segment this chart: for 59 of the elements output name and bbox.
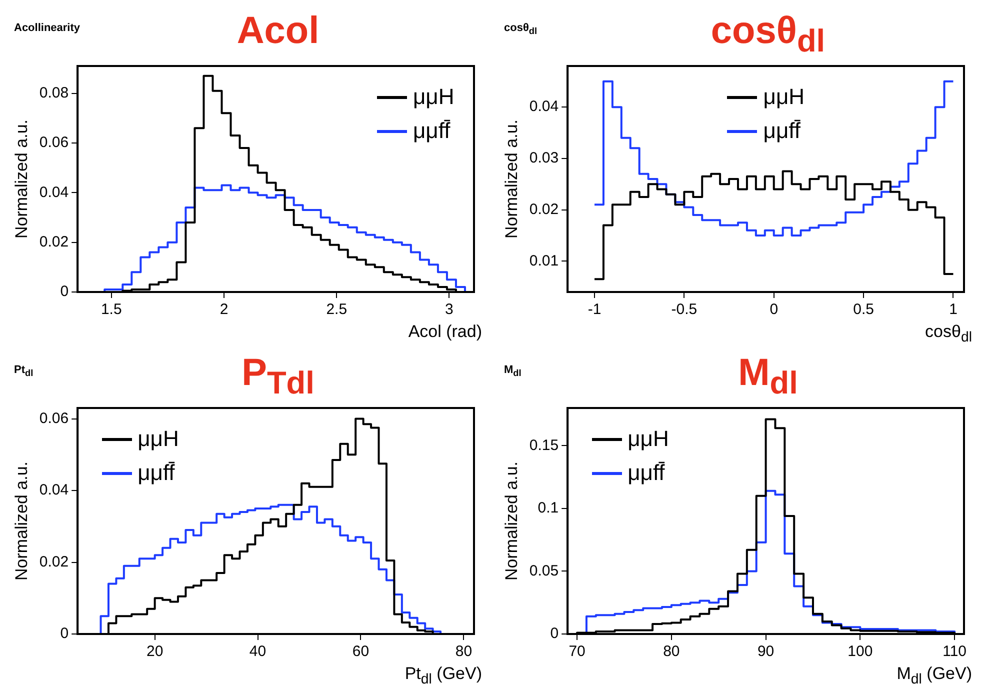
y-tick-label: 0 bbox=[550, 625, 559, 642]
y-tick-label: 0.04 bbox=[39, 482, 69, 499]
x-tick-label: 40 bbox=[249, 643, 266, 660]
y-tick-label: 0.06 bbox=[39, 410, 69, 427]
y-axis-title: Normalized a.u. bbox=[502, 119, 521, 239]
x-tick-label: 1.5 bbox=[100, 301, 122, 318]
x-tick-label: 80 bbox=[663, 643, 680, 660]
x-tick-label: 0.5 bbox=[853, 301, 874, 318]
x-tick-label: 90 bbox=[757, 643, 774, 660]
x-tick-label: 20 bbox=[146, 643, 164, 660]
chart-subtitle: cosθ$_{dl}$ bbox=[504, 22, 538, 36]
legend-label: μμH bbox=[138, 425, 179, 453]
chart-subtitle: Acollinearity bbox=[14, 22, 80, 34]
legend-label: μμff̄ bbox=[413, 117, 450, 145]
y-tick-label: 0.04 bbox=[529, 98, 559, 116]
chart-subtitle: M$_{dl}$ bbox=[504, 364, 522, 378]
legend-label: μμH bbox=[628, 425, 669, 453]
x-tick-label: -0.5 bbox=[671, 301, 698, 318]
y-tick-label: 0.15 bbox=[529, 436, 559, 454]
x-tick-label: 60 bbox=[352, 643, 370, 660]
x-tick-label: 1 bbox=[949, 301, 958, 318]
y-tick-label: 0.1 bbox=[538, 500, 559, 517]
chart-title: cosθ$_{dl}$ bbox=[710, 10, 826, 59]
chart-title: M$_{dl}$ bbox=[738, 352, 798, 401]
x-tick-label: 110 bbox=[942, 643, 967, 660]
x-axis-title: Pt$_{dl}$ (GeV) bbox=[404, 664, 483, 688]
x-tick-label: 2.5 bbox=[326, 301, 348, 318]
y-tick-label: 0 bbox=[60, 625, 69, 642]
legend-label: μμff̄ bbox=[763, 117, 800, 145]
y-tick-label: 0.02 bbox=[529, 200, 559, 218]
y-axis-title: Normalized a.u. bbox=[12, 461, 31, 581]
y-tick-label: 0.06 bbox=[39, 134, 69, 152]
x-axis-title: Acol (rad) bbox=[407, 322, 483, 342]
legend-label: μμff̄ bbox=[628, 459, 665, 487]
y-axis-title: Normalized a.u. bbox=[502, 461, 521, 581]
y-tick-label: 0.02 bbox=[39, 553, 69, 570]
x-axis-title: M$_{dl}$ (GeV) bbox=[896, 664, 973, 688]
y-tick-label: 0.05 bbox=[529, 562, 559, 580]
x-tick-label: 0 bbox=[770, 301, 778, 318]
x-tick-label: 80 bbox=[455, 643, 472, 660]
legend-label: μμH bbox=[413, 83, 454, 111]
x-tick-label: 100 bbox=[848, 643, 873, 660]
y-tick-label: 0.02 bbox=[39, 233, 69, 250]
x-tick-label: 70 bbox=[568, 643, 586, 660]
x-tick-label: 2 bbox=[220, 301, 228, 318]
y-tick-label: 0.01 bbox=[529, 252, 559, 270]
x-axis-title: cosθ$_{dl}$ bbox=[924, 322, 973, 346]
chart-subtitle: Pt$_{dl}$ bbox=[14, 364, 34, 378]
chart-title: Acol bbox=[236, 10, 320, 52]
y-axis-title: Normalized a.u. bbox=[12, 119, 31, 239]
legend-label: μμff̄ bbox=[138, 459, 175, 487]
y-tick-label: 0.04 bbox=[39, 184, 69, 201]
y-tick-label: 0.08 bbox=[39, 84, 69, 102]
x-tick-label: 3 bbox=[445, 301, 454, 318]
legend-label: μμH bbox=[763, 83, 805, 111]
y-tick-label: 0.03 bbox=[529, 150, 559, 167]
y-tick-label: 0 bbox=[60, 283, 69, 300]
x-tick-label: -1 bbox=[588, 301, 602, 318]
chart-title: P$_{Tdl}$ bbox=[242, 352, 314, 401]
